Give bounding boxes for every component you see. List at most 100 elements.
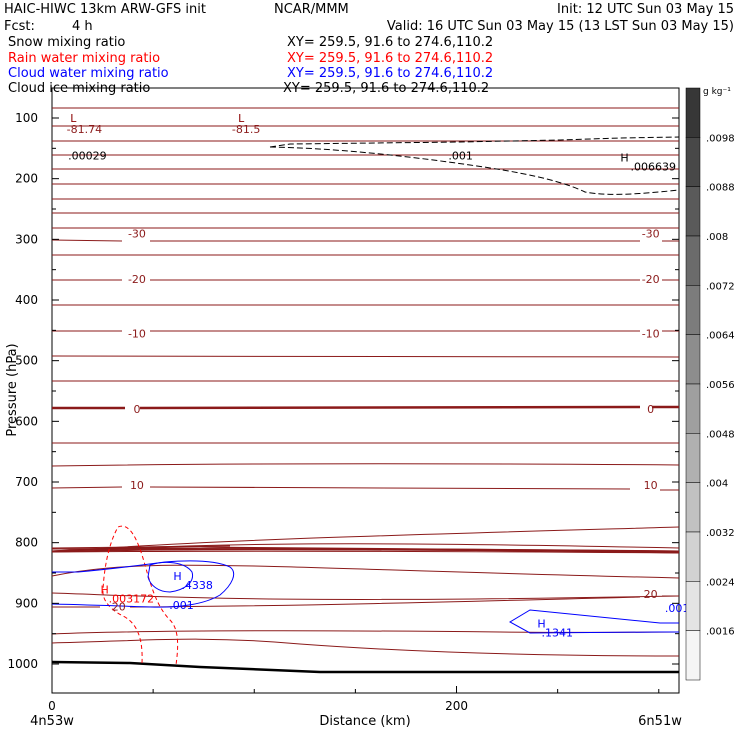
x-axis-label: Distance (km) bbox=[319, 714, 410, 729]
temperature-contour-label: -10 bbox=[642, 327, 660, 340]
extremum-label: H bbox=[173, 570, 181, 583]
colorbar-band bbox=[685, 334, 701, 385]
colorbar-band bbox=[685, 581, 701, 631]
temperature-contour-label: 0 bbox=[133, 403, 140, 416]
isotherm bbox=[51, 550, 680, 554]
cloud-ice-contour bbox=[269, 136, 680, 195]
x-tick-label: 200 bbox=[445, 699, 468, 713]
colorbar-band bbox=[685, 137, 701, 187]
model-title: HAIC-HIWC 13km ARW-GFS init bbox=[4, 2, 206, 17]
y-tick-label: 200 bbox=[15, 172, 38, 186]
isotherm bbox=[51, 463, 680, 467]
extremum-label: .00029 bbox=[68, 150, 107, 163]
extremum-label: .1341 bbox=[541, 626, 573, 639]
isotherm-lowlevel-d bbox=[51, 638, 680, 657]
isotherm-minus30 bbox=[51, 239, 679, 242]
fcst-label: Fcst: bbox=[4, 19, 35, 34]
y-tick-label: 800 bbox=[15, 536, 38, 550]
y-tick-label: 600 bbox=[15, 414, 38, 428]
temperature-contour-label: 0 bbox=[647, 403, 654, 416]
colorbar-tick-label: .004 bbox=[706, 479, 728, 490]
ground-surface bbox=[51, 660, 679, 674]
extremum-label: .001 bbox=[448, 150, 473, 163]
extremum-label: H bbox=[101, 583, 109, 596]
colorbar-band bbox=[685, 87, 701, 138]
colorbar-tick-label: .0016 bbox=[706, 627, 735, 638]
temperature-contours bbox=[51, 107, 680, 657]
colorbar-band bbox=[685, 186, 701, 237]
extremum-label: .001 bbox=[169, 599, 194, 612]
temperature-contour-label: -81.5 bbox=[232, 123, 260, 136]
isotherm-zero bbox=[52, 405, 679, 410]
y-tick-label: 400 bbox=[15, 293, 38, 307]
colorbar: .0098 .0088 .008 .0072 .0064 .0056 .0048 .004 .0… bbox=[685, 87, 735, 681]
field-snow-name: Snow mixing ratio bbox=[8, 35, 125, 50]
temperature-contour-label: -20 bbox=[642, 273, 660, 286]
temperature-contour-label: -81.74 bbox=[67, 123, 102, 136]
temperature-contour-label: 20 bbox=[644, 588, 658, 601]
colorbar-tick-label: .008 bbox=[706, 232, 728, 243]
temperature-contour-label: -10 bbox=[128, 327, 146, 340]
temperature-contour-label: 10 bbox=[130, 479, 144, 492]
isotherm bbox=[51, 545, 231, 549]
y-tick-label: 100 bbox=[15, 111, 38, 125]
field-rain-name: Rain water mixing ratio bbox=[8, 51, 160, 66]
temperature-contour-label: -20 bbox=[128, 273, 146, 286]
colorbar-tick-label: .0024 bbox=[706, 577, 735, 588]
temperature-contour-label: -30 bbox=[642, 227, 660, 240]
x-tick-label: 0 bbox=[48, 699, 56, 713]
extremum-label: L bbox=[238, 112, 245, 125]
fcst-value: 4 h bbox=[72, 19, 93, 34]
field-cloudwater-name: Cloud water mixing ratio bbox=[8, 66, 169, 81]
cloud-water-contour-east bbox=[508, 609, 679, 634]
colorbar-tick-label: .0098 bbox=[706, 133, 735, 144]
temperature-contour-label: 10 bbox=[644, 479, 658, 492]
temperature-contour-label: -30 bbox=[128, 227, 146, 240]
cloud-water-contour-west bbox=[51, 560, 235, 608]
extremum-label: .4338 bbox=[181, 579, 213, 592]
init-time: Init: 12 UTC Sun 03 May 15 bbox=[557, 2, 734, 17]
org-label: NCAR/MMM bbox=[274, 2, 349, 17]
temperature-contour-label: 20 bbox=[112, 600, 126, 613]
extremum-label: L bbox=[70, 112, 77, 125]
colorbar-band bbox=[685, 531, 701, 582]
field-rain-xy: XY= 259.5, 91.6 to 274.6,110.2 bbox=[287, 51, 493, 66]
colorbar-unit: g kg⁻¹ bbox=[703, 87, 731, 97]
colorbar-tick-label: .0088 bbox=[706, 183, 735, 194]
isotherm-plus10 bbox=[51, 486, 679, 491]
field-snow-xy: XY= 259.5, 91.6 to 274.6,110.2 bbox=[287, 35, 493, 50]
colorbar-band bbox=[685, 285, 701, 335]
valid-time: Valid: 16 UTC Sun 03 May 15 (13 LST Sun … bbox=[387, 19, 734, 34]
y-tick-label: 300 bbox=[15, 232, 38, 246]
extremum-label: .001 bbox=[665, 602, 690, 615]
colorbar-band bbox=[685, 383, 701, 434]
colorbar-tick-label: .0048 bbox=[706, 429, 735, 440]
isotherm-plus20 bbox=[52, 595, 679, 608]
colorbar-tick-label: .0072 bbox=[706, 281, 735, 292]
axis-ticks bbox=[51, 117, 679, 693]
colorbar-band bbox=[685, 235, 701, 286]
cloud-water-contours bbox=[51, 560, 679, 634]
colorbar-band bbox=[685, 482, 701, 533]
isotherm-upper-lowlevel bbox=[51, 546, 680, 552]
y-tick-label: 700 bbox=[15, 475, 38, 489]
y-axis-label: Pressure (hPa) bbox=[5, 343, 20, 436]
extremum-label: .006639 bbox=[630, 161, 676, 174]
cloud-water-contour-core bbox=[147, 561, 194, 593]
colorbar-band bbox=[685, 630, 701, 681]
y-tick-label: 900 bbox=[15, 596, 38, 610]
y-tick-label: 500 bbox=[15, 354, 38, 368]
x-end-label: 6n51w bbox=[638, 714, 682, 729]
isotherm-lowlevel-b bbox=[51, 564, 680, 579]
chart-header: HAIC-HIWC 13km ARW-GFS init NCAR/MMM Ini… bbox=[4, 2, 734, 96]
field-cloudwater-xy: XY= 259.5, 91.6 to 274.6,110.2 bbox=[287, 66, 493, 81]
extremum-label: .003172 bbox=[109, 592, 155, 605]
x-start-label: 4n53w bbox=[30, 714, 74, 729]
extremum-label: H bbox=[620, 151, 628, 164]
rain-water-contour bbox=[102, 525, 179, 666]
isotherm-lowlevel-c bbox=[51, 592, 680, 600]
isotherm bbox=[51, 355, 680, 358]
colorbar-tick-label: .0056 bbox=[706, 380, 735, 391]
